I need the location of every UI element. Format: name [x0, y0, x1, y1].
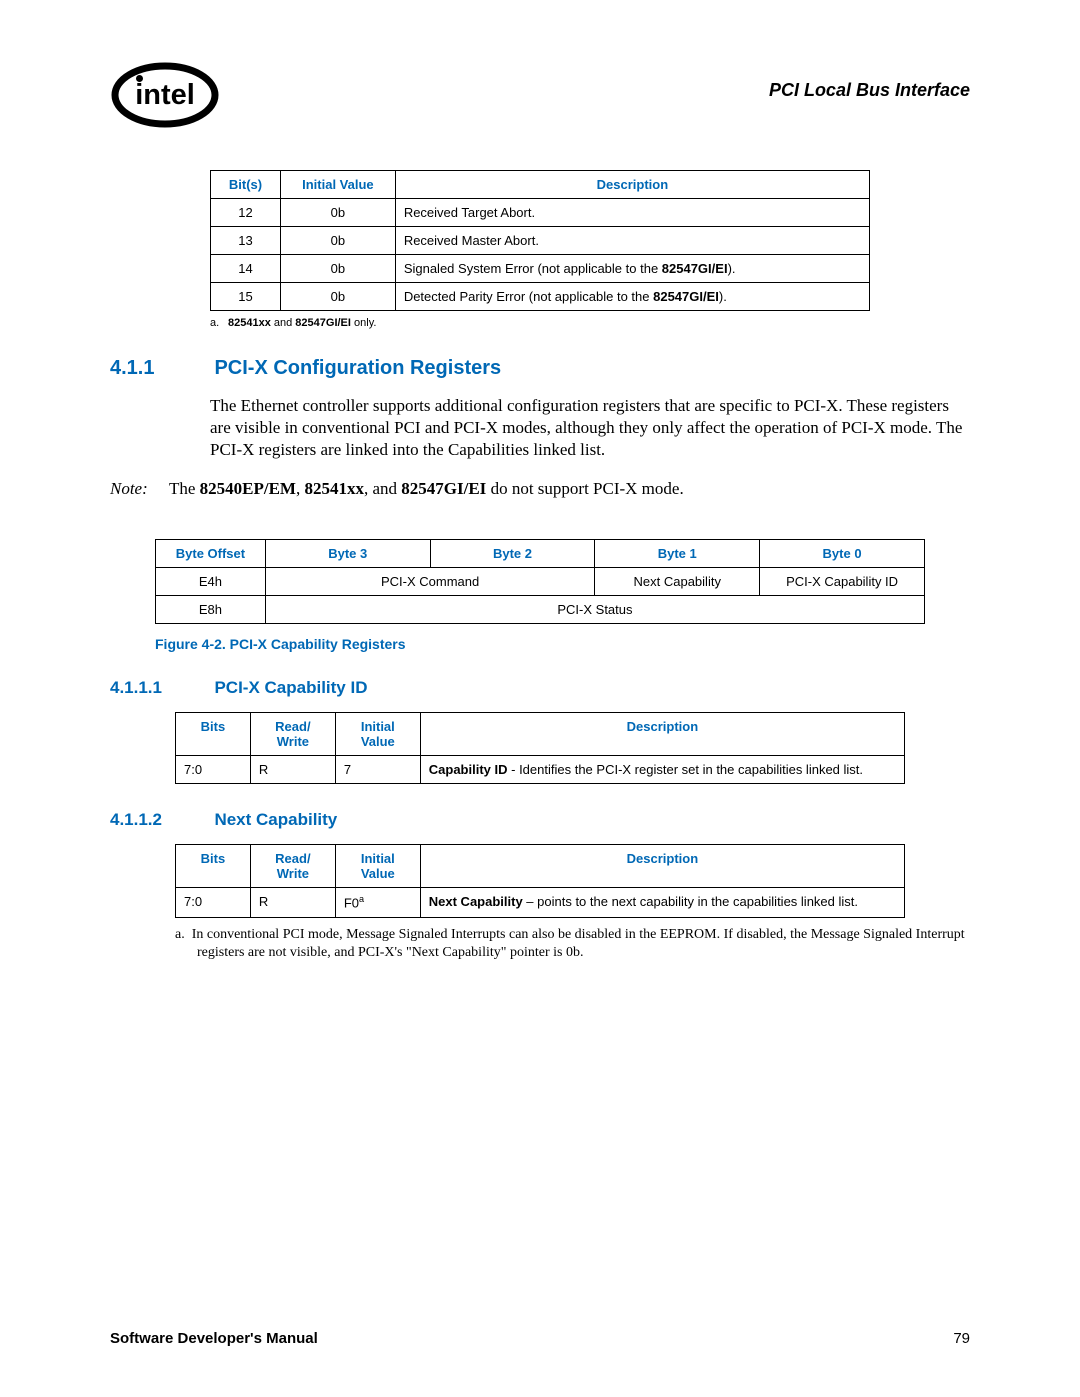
cell-pcix-command: PCI-X Command	[265, 568, 594, 596]
cell-desc: Detected Parity Error (not applicable to…	[395, 283, 869, 311]
figure-caption: Figure 4-2. PCI-X Capability Registers	[155, 636, 970, 652]
table-row: 14 0b Signaled System Error (not applica…	[211, 255, 870, 283]
cell-rw: R	[250, 756, 335, 784]
cell-desc: Received Target Abort.	[395, 199, 869, 227]
header-title: PCI Local Bus Interface	[769, 80, 970, 101]
cell-bits: 15	[211, 283, 281, 311]
footer-page-number: 79	[953, 1330, 970, 1347]
th-bits: Bit(s)	[211, 171, 281, 199]
section-4112: 4.1.1.2 Next Capability	[110, 810, 970, 830]
page-footer: Software Developer's Manual 79	[110, 1330, 970, 1347]
cell-pcix-status: PCI-X Status	[265, 596, 924, 624]
section-411-note: Note: The 82540EP/EM, 82541xx, and 82547…	[110, 479, 970, 499]
table4-footnote: a. In conventional PCI mode, Message Sig…	[175, 926, 970, 962]
cell-pcix-cap-id: PCI-X Capability ID	[760, 568, 925, 596]
th-byte0: Byte 0	[760, 540, 925, 568]
table-row: 7:0 R 7 Capability ID - Identifies the P…	[176, 756, 905, 784]
table-header-row: Bits Read/ Write Initial Value Descripti…	[176, 713, 905, 756]
th-rw: Read/ Write	[250, 845, 335, 888]
th-desc: Description	[420, 845, 904, 888]
intel-logo: intel	[110, 60, 220, 130]
subsection-title: Next Capability	[214, 810, 337, 829]
th-initial-value: Initial Value	[280, 171, 395, 199]
th-bits: Bits	[176, 713, 251, 756]
th-byte-offset: Byte Offset	[156, 540, 266, 568]
cell-bits: 12	[211, 199, 281, 227]
table-row: 7:0 R F0a Next Capability – points to th…	[176, 888, 905, 917]
th-byte1: Byte 1	[595, 540, 760, 568]
subsection-title: PCI-X Capability ID	[214, 678, 367, 697]
status-bits-table: Bit(s) Initial Value Description 12 0b R…	[210, 170, 870, 311]
cell-offset: E8h	[156, 596, 266, 624]
cell-bits: 14	[211, 255, 281, 283]
cell-iv: 0b	[280, 283, 395, 311]
table-row: E4h PCI-X Command Next Capability PCI-X …	[156, 568, 925, 596]
table-row: 12 0b Received Target Abort.	[211, 199, 870, 227]
th-iv: Initial Value	[335, 845, 420, 888]
cell-bits: 7:0	[176, 888, 251, 917]
cell-iv: 7	[335, 756, 420, 784]
section-411: 4.1.1 PCI-X Configuration Registers	[110, 357, 970, 380]
cell-bits: 13	[211, 227, 281, 255]
section-4111: 4.1.1.1 PCI-X Capability ID	[110, 678, 970, 698]
cell-desc: Capability ID - Identifies the PCI-X reg…	[420, 756, 904, 784]
svg-text:intel: intel	[135, 79, 195, 111]
th-rw: Read/ Write	[250, 713, 335, 756]
cell-bits: 7:0	[176, 756, 251, 784]
capability-id-table: Bits Read/ Write Initial Value Descripti…	[175, 712, 905, 784]
cell-iv: 0b	[280, 227, 395, 255]
section-number: 4.1.1	[110, 357, 210, 380]
cell-offset: E4h	[156, 568, 266, 596]
th-byte3: Byte 3	[265, 540, 430, 568]
cell-iv: 0b	[280, 199, 395, 227]
cell-next-cap: Next Capability	[595, 568, 760, 596]
cell-desc: Signaled System Error (not applicable to…	[395, 255, 869, 283]
th-desc: Description	[420, 713, 904, 756]
th-byte2: Byte 2	[430, 540, 595, 568]
table-row: E8h PCI-X Status	[156, 596, 925, 624]
section-title: PCI-X Configuration Registers	[214, 357, 501, 379]
note-label: Note:	[110, 479, 165, 499]
subsection-number: 4.1.1.2	[110, 810, 210, 830]
footer-doc-title: Software Developer's Manual	[110, 1330, 318, 1347]
table1-footnote: a.82541xx and 82547GI/EI only.	[210, 317, 970, 329]
table-header-row: Bit(s) Initial Value Description	[211, 171, 870, 199]
cell-iv: 0b	[280, 255, 395, 283]
th-description: Description	[395, 171, 869, 199]
cell-rw: R	[250, 888, 335, 917]
section-411-para: The Ethernet controller supports additio…	[210, 395, 970, 461]
page-header: intel PCI Local Bus Interface	[110, 60, 970, 130]
cell-desc: Received Master Abort.	[395, 227, 869, 255]
page: intel PCI Local Bus Interface Bit(s) Ini…	[0, 0, 1080, 1397]
th-bits: Bits	[176, 845, 251, 888]
capability-registers-table: Byte Offset Byte 3 Byte 2 Byte 1 Byte 0 …	[155, 539, 925, 624]
th-iv: Initial Value	[335, 713, 420, 756]
cell-desc: Next Capability – points to the next cap…	[420, 888, 904, 917]
subsection-number: 4.1.1.1	[110, 678, 210, 698]
table-header-row: Byte Offset Byte 3 Byte 2 Byte 1 Byte 0	[156, 540, 925, 568]
table-row: 15 0b Detected Parity Error (not applica…	[211, 283, 870, 311]
table-header-row: Bits Read/ Write Initial Value Descripti…	[176, 845, 905, 888]
table-row: 13 0b Received Master Abort.	[211, 227, 870, 255]
next-capability-table: Bits Read/ Write Initial Value Descripti…	[175, 844, 905, 917]
cell-iv: F0a	[335, 888, 420, 917]
